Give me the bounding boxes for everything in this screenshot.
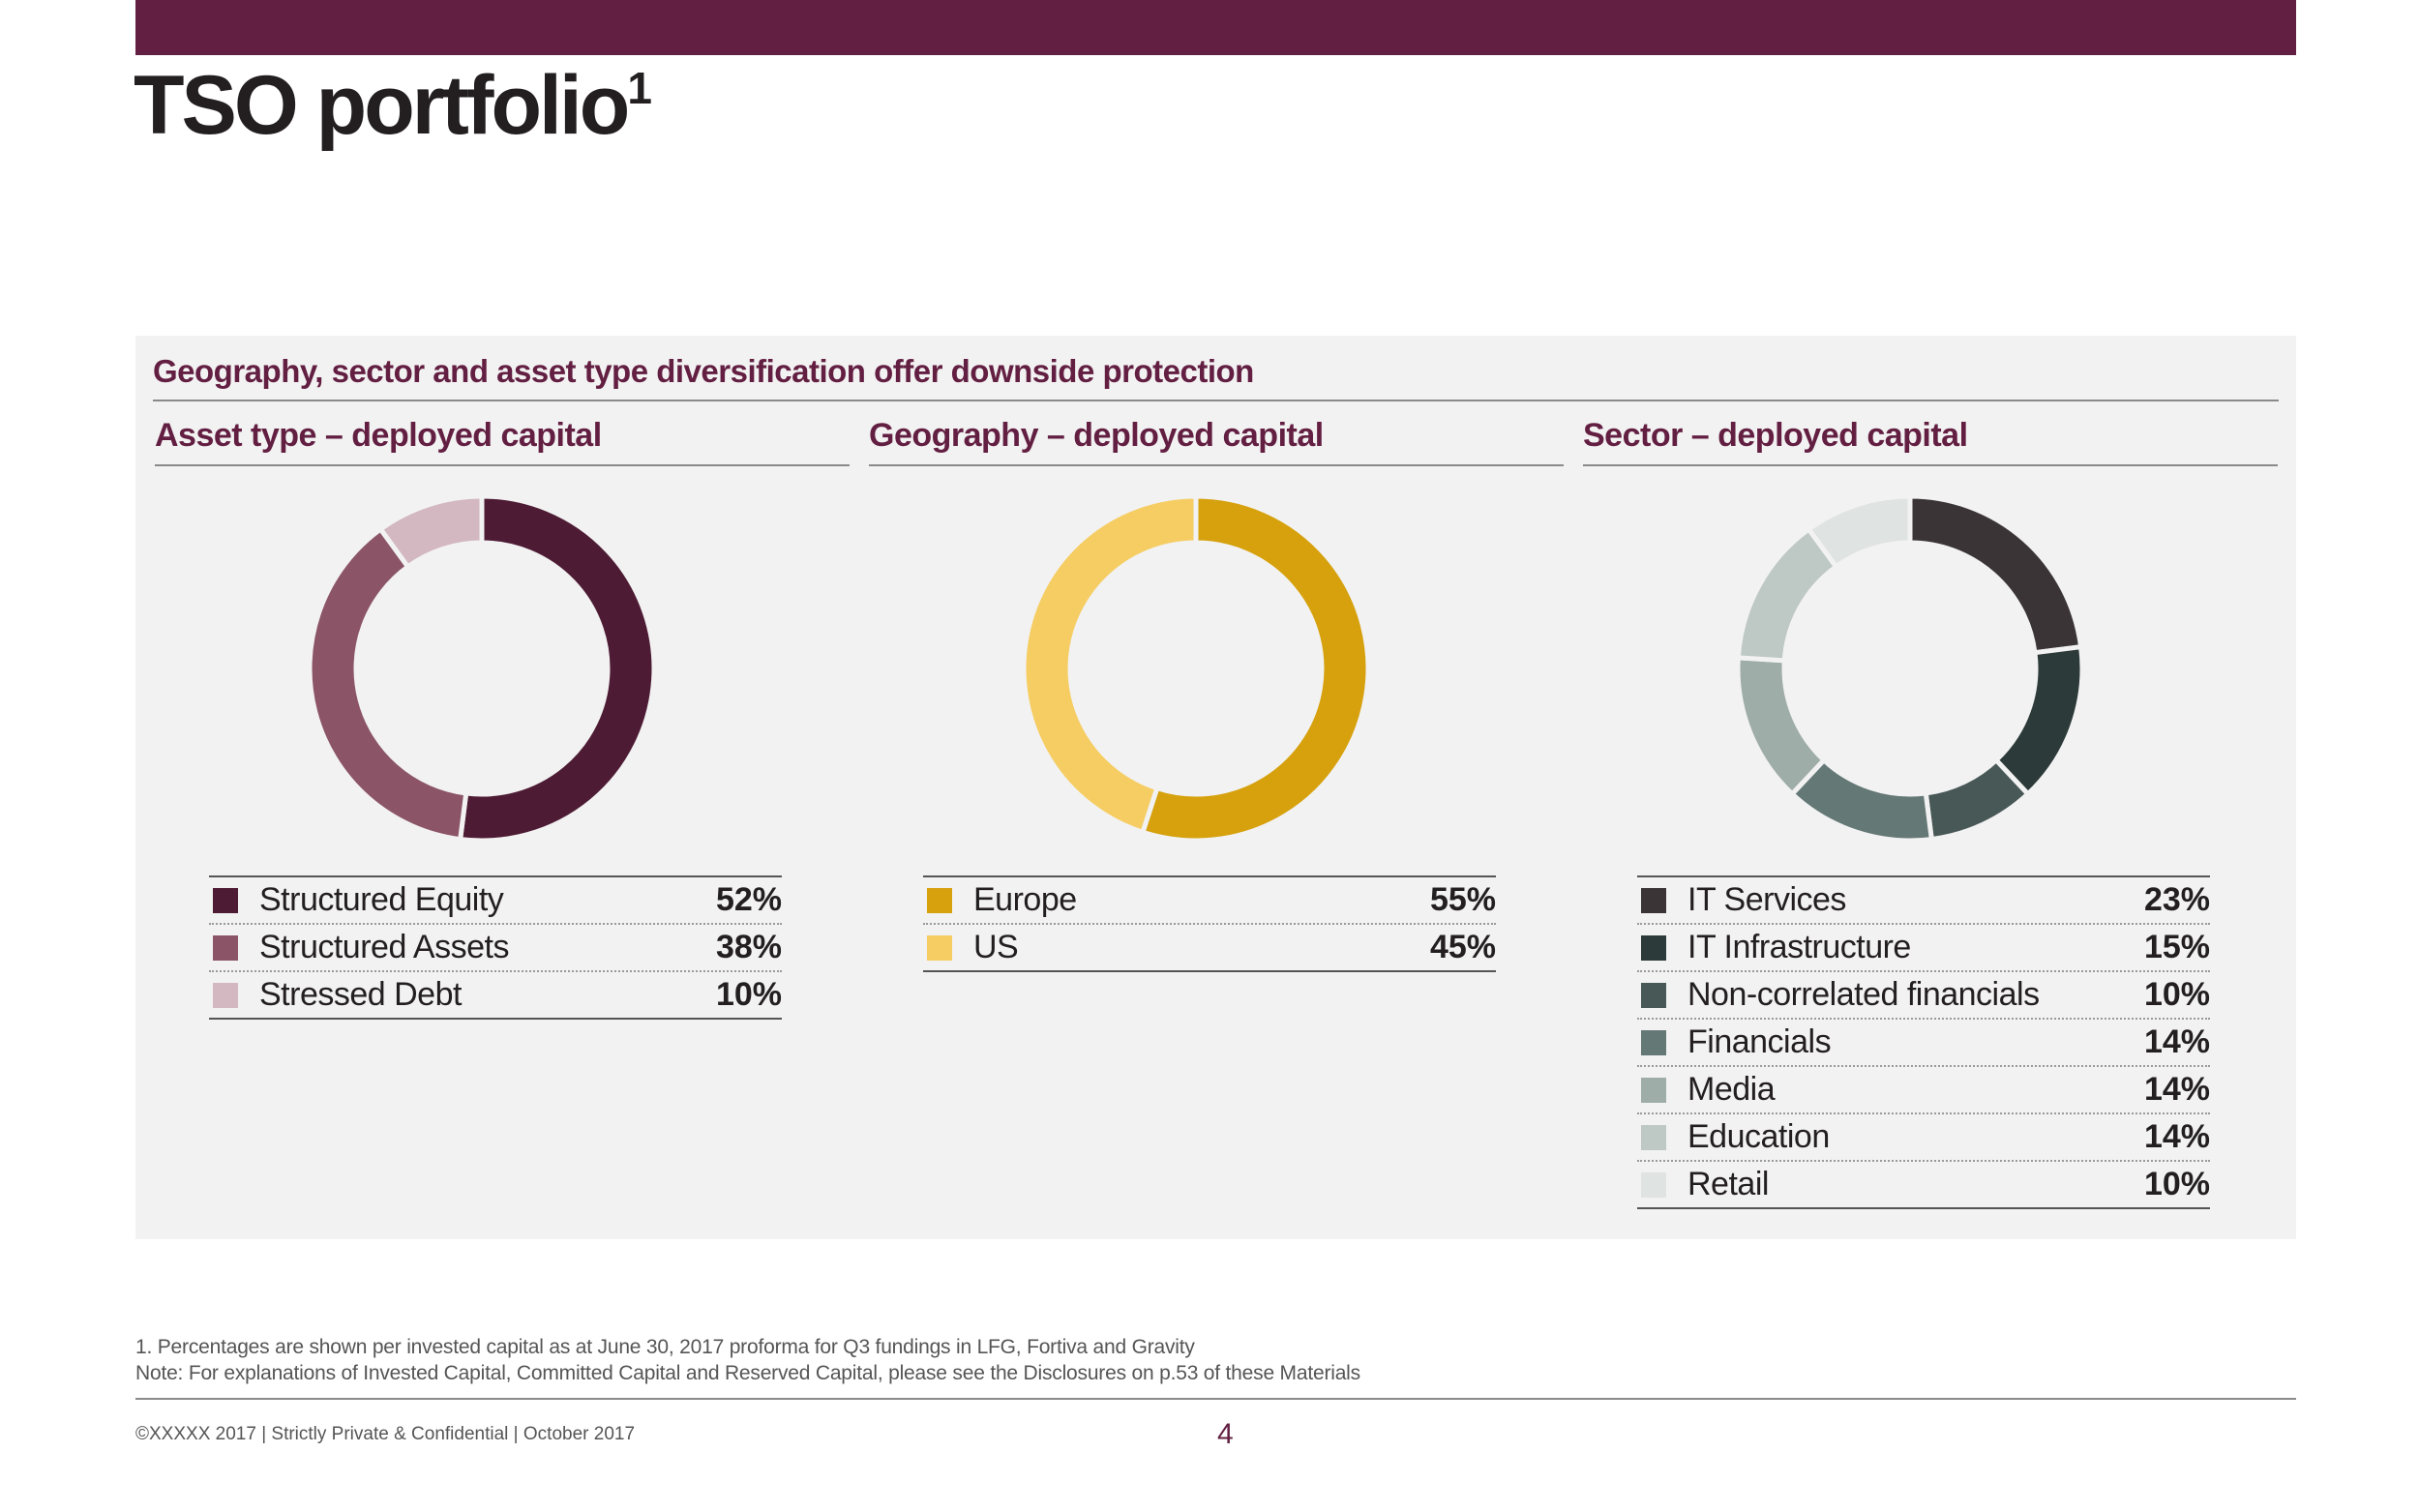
legend-value: 23% — [2143, 881, 2210, 918]
chart-title: Sector – deployed capital — [1583, 417, 2278, 466]
legend-value: 14% — [2143, 1071, 2210, 1108]
chart-title: Geography – deployed capital — [869, 417, 1564, 466]
legend-swatch — [1641, 1077, 1666, 1103]
legend-label: IT Services — [1687, 881, 1846, 918]
chart-legend: Europe 55% US 45% — [923, 875, 1496, 972]
donut-slice-europe — [1139, 494, 1370, 843]
panel-heading: Geography, sector and asset type diversi… — [153, 353, 2279, 401]
legend-item-us: US 45% — [923, 923, 1496, 970]
asset-type-chart: Asset type – deployed capital Structured… — [153, 417, 850, 1210]
footnote-percentages: 1. Percentages are shown per invested ca… — [135, 1336, 1195, 1358]
legend-swatch — [927, 887, 952, 913]
legend-item-it-services: IT Services 23% — [1637, 877, 2210, 923]
legend-swatch — [1641, 887, 1666, 913]
legend-swatch — [1641, 982, 1666, 1008]
donut-slice-structured-equity — [457, 494, 656, 843]
donut-chart — [1736, 494, 2084, 843]
legend-item-financials: Financials 14% — [1637, 1018, 2210, 1065]
legend-swatch — [1641, 1124, 1666, 1150]
donut-slice-stressed-debt — [376, 494, 485, 571]
legend-item-structured-assets: Structured Assets 38% — [209, 923, 782, 970]
legend-label: Non-correlated financials — [1687, 976, 2040, 1013]
sector-chart: Sector – deployed capital IT Services 23%… — [1581, 417, 2278, 1210]
legend-item-education: Education 14% — [1637, 1112, 2210, 1160]
chart-legend: IT Services 23% IT Infrastructure 15% Non-co… — [1637, 875, 2210, 1209]
legend-value: 45% — [1429, 929, 1496, 965]
legend-item-structured-equity: Structured Equity 52% — [209, 877, 782, 923]
charts-panel: Geography, sector and asset type diversi… — [135, 336, 2296, 1239]
legend-swatch — [1641, 1029, 1666, 1055]
title-footnote-marker: 1 — [627, 63, 652, 113]
legend-swatch — [927, 934, 952, 961]
legend-value: 38% — [715, 929, 782, 965]
legend-item-europe: Europe 55% — [923, 877, 1496, 923]
legend-item-media: Media 14% — [1637, 1065, 2210, 1112]
chart-title: Asset type – deployed capital — [155, 417, 850, 466]
footer-divider — [135, 1398, 2296, 1400]
legend-label: Structured Equity — [259, 881, 504, 918]
page-title: TSO portfolio1 — [134, 59, 652, 152]
legend-value: 10% — [715, 976, 782, 1013]
donut-chart — [308, 494, 656, 843]
legend-swatch — [213, 982, 238, 1008]
legend-value: 14% — [2143, 1118, 2210, 1155]
top-accent-bar — [135, 0, 2296, 55]
legend-value: 52% — [715, 881, 782, 918]
legend-label: IT Infrastructure — [1687, 929, 1911, 965]
legend-label: Education — [1687, 1118, 1830, 1155]
legend-item-it-infrastructure: IT Infrastructure 15% — [1637, 923, 2210, 970]
legend-value: 14% — [2143, 1023, 2210, 1060]
legend-value: 10% — [2143, 1166, 2210, 1202]
donut-slice-structured-assets — [308, 525, 469, 843]
legend-label: US — [973, 929, 1019, 965]
legend-label: Retail — [1687, 1166, 1769, 1202]
page-number: 4 — [1217, 1418, 1234, 1450]
donut-slice-retail — [1805, 494, 1913, 571]
legend-swatch — [1641, 934, 1666, 961]
legend-swatch — [213, 934, 238, 961]
legend-swatch — [213, 887, 238, 913]
geography-chart: Geography – deployed capital Europe 55% US… — [867, 417, 1564, 1210]
legend-label: Media — [1687, 1071, 1776, 1108]
legend-item-retail: Retail 10% — [1637, 1160, 2210, 1207]
donut-chart — [1022, 494, 1370, 843]
legend-label: Structured Assets — [259, 929, 509, 965]
donut-slice-it-services — [1907, 494, 2084, 656]
legend-item-non-correlated-financials: Non-correlated financials 10% — [1637, 970, 2210, 1018]
legend-swatch — [1641, 1171, 1666, 1198]
chart-legend: Structured Equity 52% Structured Assets 38%… — [209, 875, 782, 1020]
donut-slice-media — [1736, 655, 1828, 798]
footer-copyright: ©XXXXX 2017 | Strictly Private & Confide… — [135, 1424, 636, 1444]
legend-label: Financials — [1687, 1023, 1832, 1060]
legend-label: Stressed Debt — [259, 976, 462, 1013]
footnote-disclosures: Note: For explanations of Invested Capit… — [135, 1362, 1360, 1384]
legend-value: 10% — [2143, 976, 2210, 1013]
legend-value: 55% — [1429, 881, 1496, 918]
legend-item-stressed-debt: Stressed Debt 10% — [209, 970, 782, 1018]
donut-slice-us — [1022, 494, 1199, 836]
legend-label: Europe — [973, 881, 1077, 918]
legend-value: 15% — [2143, 929, 2210, 965]
